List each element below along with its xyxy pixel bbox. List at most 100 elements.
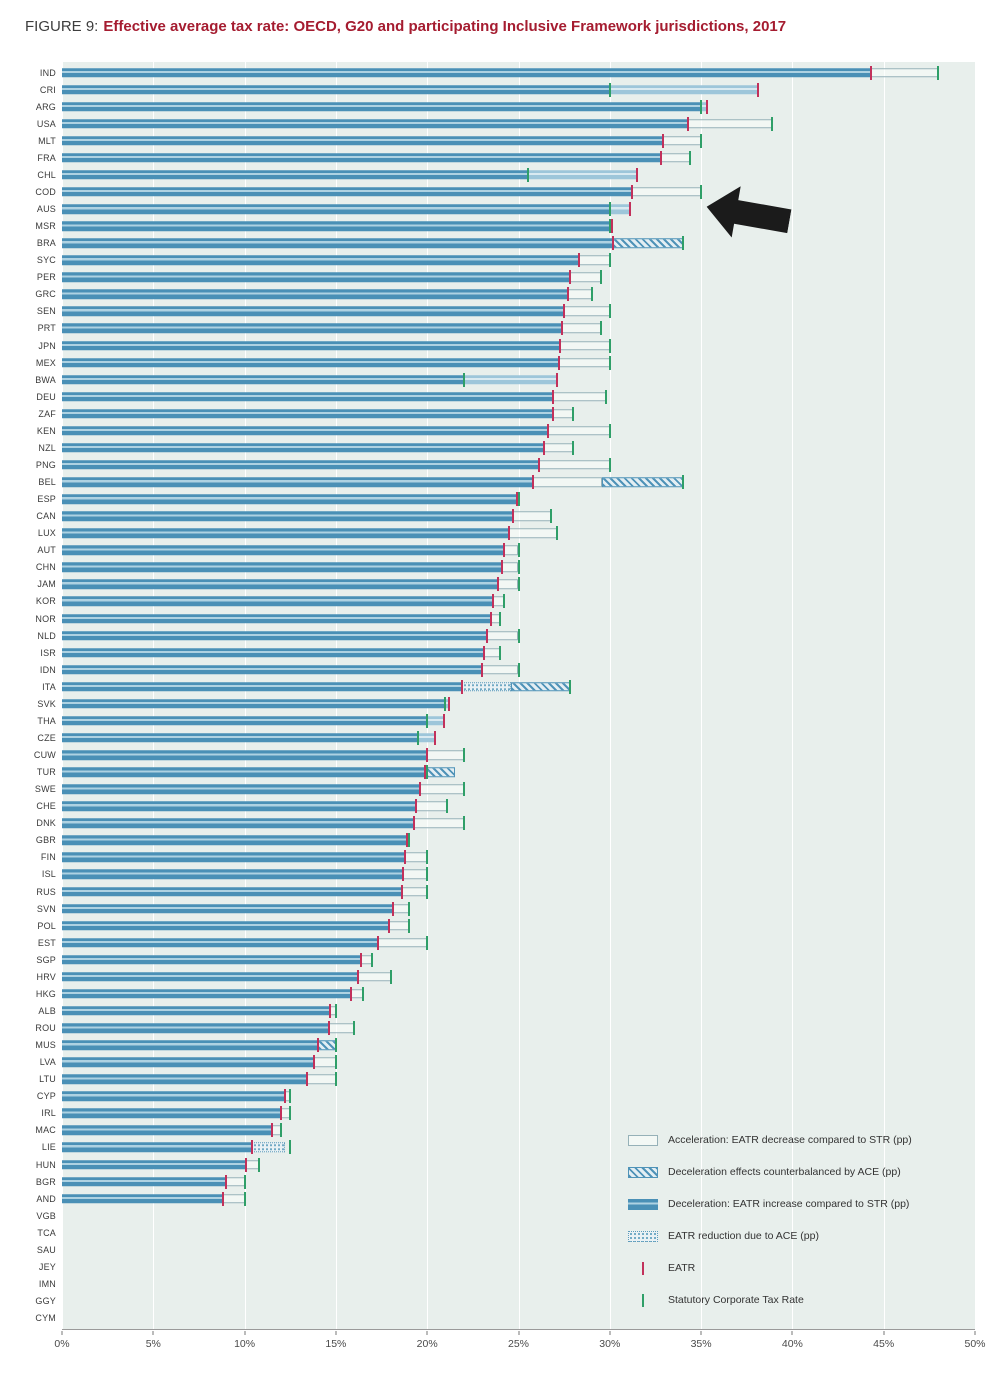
- bar-segment-accel: [553, 391, 607, 402]
- bar-segment-solid: [62, 801, 417, 811]
- bar-segment-solid: [62, 818, 415, 829]
- bar-segment-accel: [306, 1074, 336, 1084]
- bar-segment-accel: [414, 818, 464, 829]
- eatr-tick: [543, 440, 546, 455]
- eatr-tick: [225, 1174, 228, 1189]
- country-label: FIN: [40, 852, 56, 863]
- str-tick: [605, 389, 608, 404]
- legend-label: Statutory Corporate Tax Rate: [668, 1294, 804, 1306]
- bar-row: IMN: [39, 1275, 975, 1292]
- str-tick: [362, 986, 365, 1001]
- bar-segment-accel: [388, 920, 409, 931]
- bar-segment-accel: [662, 136, 702, 146]
- bar-row: GRC: [35, 286, 975, 303]
- eatr-tick: [532, 475, 535, 490]
- figure-title-text: Effective average tax rate: OECD, G20 an…: [103, 18, 787, 35]
- eatr-tick: [515, 492, 518, 507]
- str-tick: [417, 730, 420, 745]
- bar-row: MUS: [35, 1037, 975, 1054]
- bar-row: ITA: [42, 678, 975, 695]
- bar-row: CUW: [34, 747, 975, 764]
- bar-row: NZL: [38, 439, 975, 456]
- str-tick: [353, 1021, 356, 1036]
- country-label: SVK: [37, 698, 56, 709]
- bar-segment-solid: [62, 835, 408, 846]
- country-label: LTU: [39, 1074, 56, 1085]
- eatr-tick: [555, 372, 558, 387]
- str-tick: [446, 799, 449, 814]
- bar-segment-accel: [427, 750, 464, 760]
- eatr-tick: [283, 1089, 286, 1104]
- bar-segment-solid: [62, 118, 689, 129]
- bar-segment-accel: [547, 426, 610, 436]
- legend-swatch-dotted: [628, 1230, 658, 1242]
- bar-row: SVK: [37, 695, 975, 712]
- bar-segment-solid: [62, 989, 351, 999]
- bar-segment-solid: [62, 733, 419, 743]
- str-tick: [407, 918, 410, 933]
- eatr-tick: [559, 338, 562, 353]
- gridline: [792, 62, 794, 1329]
- eatr-tick: [756, 82, 759, 97]
- x-tick-mark: [61, 1331, 63, 1335]
- eatr-tick: [568, 270, 571, 285]
- eatr-tick: [628, 202, 631, 217]
- legend-item: EATR: [628, 1262, 978, 1274]
- legend-label: Acceleration: EATR decrease compared to …: [668, 1134, 912, 1146]
- country-label: ARG: [35, 101, 56, 112]
- eatr-tick: [497, 577, 500, 592]
- bar-segment-solid: [62, 204, 610, 214]
- bar-segment-solid: [62, 596, 493, 607]
- eatr-tick: [426, 748, 429, 763]
- str-tick: [517, 577, 520, 592]
- str-tick: [771, 116, 774, 131]
- country-label: ISL: [41, 869, 56, 880]
- legend-item: Statutory Corporate Tax Rate: [628, 1294, 978, 1306]
- bar-row: IDN: [40, 661, 975, 678]
- x-tick-mark: [244, 1331, 246, 1335]
- country-label: NLD: [37, 630, 56, 641]
- eatr-tick: [491, 594, 494, 609]
- bar-segment-accel: [222, 1193, 245, 1204]
- bar-segment-solid: [62, 955, 362, 965]
- bar-row: ARG: [36, 98, 975, 115]
- bar-rows: IND CRI ARG USA MLT FRA CHL COD AUS MSR BRA SYC PER G…: [34, 64, 975, 1327]
- bar-segment-accel: [416, 801, 448, 811]
- legend-label: EATR reduction due to ACE (pp): [668, 1230, 819, 1242]
- figure-title: FIGURE 9: Effective average tax rate: OEC…: [25, 18, 786, 35]
- str-tick: [572, 406, 575, 421]
- country-label: MSR: [35, 221, 56, 232]
- country-label: BGR: [35, 1176, 56, 1187]
- bar-segment-solid: [62, 972, 358, 982]
- bar-segment-hatch: [613, 238, 683, 248]
- country-label: NOR: [35, 613, 56, 624]
- bar-row: KOR: [36, 593, 975, 610]
- bar-segment-accel: [377, 937, 428, 948]
- bar-segment-solid: [62, 289, 568, 300]
- country-label: CHN: [35, 562, 56, 573]
- gridline: [335, 62, 337, 1329]
- bar-row: HKG: [36, 985, 975, 1002]
- bar-row: CYP: [37, 1088, 975, 1105]
- bar-row: JAM: [37, 576, 975, 593]
- str-tick: [608, 202, 611, 217]
- gridline: [518, 62, 520, 1329]
- country-label: POL: [37, 920, 56, 931]
- eatr-tick: [402, 867, 405, 882]
- x-tick-label: 5%: [145, 1338, 161, 1350]
- bar-segment-solid: [62, 511, 514, 521]
- bar-row: MAC: [35, 1122, 975, 1139]
- bar-row: USA: [37, 115, 975, 132]
- country-label: IRL: [41, 1108, 56, 1119]
- bar-segment-solid: [62, 920, 389, 931]
- eatr-tick: [659, 150, 662, 165]
- bar-segment-solid: [62, 357, 559, 368]
- bar-segment-solid: [62, 1023, 329, 1033]
- x-tick-mark: [335, 1331, 337, 1335]
- bar-segment-dotted: [251, 1142, 285, 1153]
- bar-segment-solid: [62, 238, 614, 248]
- str-tick: [681, 236, 684, 251]
- bar-segment-accel: [392, 903, 409, 914]
- bar-segment-solid: [62, 426, 548, 436]
- str-tick: [689, 150, 692, 165]
